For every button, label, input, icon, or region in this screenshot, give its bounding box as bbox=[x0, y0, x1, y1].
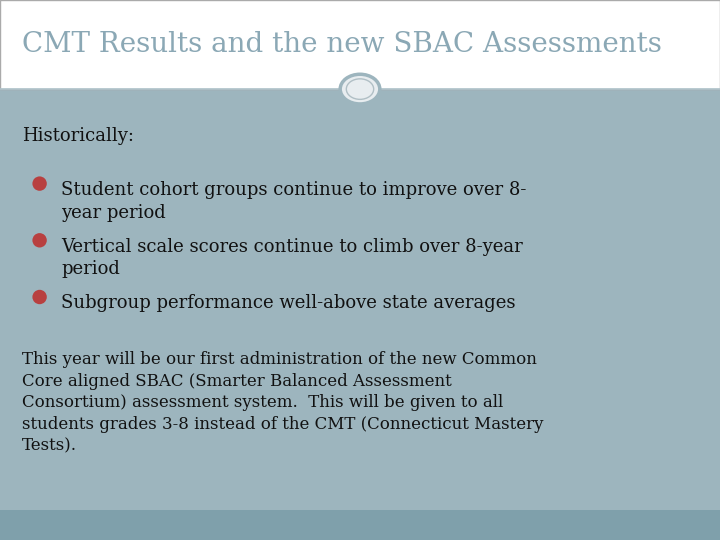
Ellipse shape bbox=[340, 74, 380, 104]
Text: Subgroup performance well-above state averages: Subgroup performance well-above state av… bbox=[61, 294, 516, 312]
Text: Historically:: Historically: bbox=[22, 127, 134, 145]
Text: CMT Results and the new SBAC Assessments: CMT Results and the new SBAC Assessments bbox=[22, 31, 662, 58]
FancyBboxPatch shape bbox=[0, 0, 720, 89]
Text: Vertical scale scores continue to climb over 8-year
period: Vertical scale scores continue to climb … bbox=[61, 238, 523, 279]
Ellipse shape bbox=[32, 177, 47, 191]
Ellipse shape bbox=[32, 290, 47, 304]
Text: This year will be our first administration of the new Common
Core aligned SBAC (: This year will be our first administrati… bbox=[22, 351, 543, 454]
Ellipse shape bbox=[32, 233, 47, 247]
Text: Student cohort groups continue to improve over 8-
year period: Student cohort groups continue to improv… bbox=[61, 181, 526, 222]
FancyBboxPatch shape bbox=[0, 510, 720, 540]
